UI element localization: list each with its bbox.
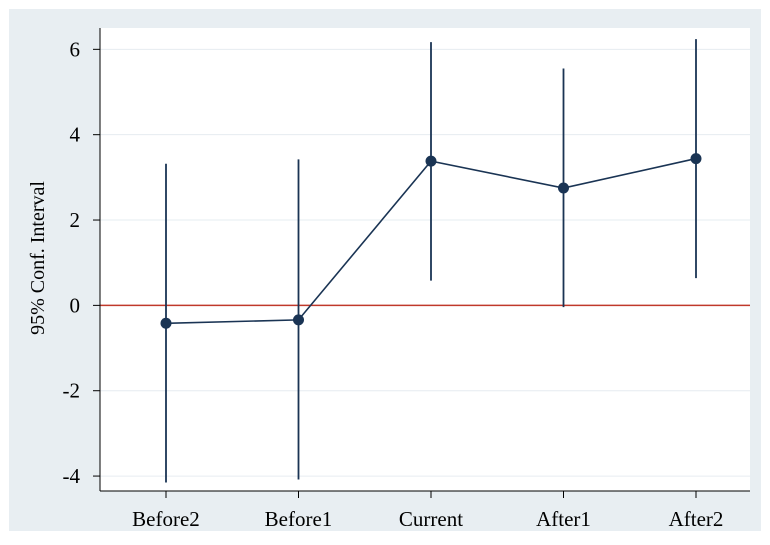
estimate-point: [426, 156, 437, 167]
estimate-point: [558, 183, 569, 194]
x-tick-label: After2: [669, 507, 724, 531]
y-tick-label: 0: [70, 293, 81, 317]
y-tick-label: -2: [63, 379, 81, 403]
plot-area: [100, 28, 750, 491]
x-tick-label: After1: [536, 507, 591, 531]
estimate-point: [293, 314, 304, 325]
x-tick-label: Current: [399, 507, 463, 531]
y-axis-title: 95% Conf. Interval: [27, 181, 49, 335]
y-tick-label: 4: [70, 123, 81, 147]
y-tick-label: 6: [70, 37, 81, 61]
x-tick-label: Before1: [265, 507, 333, 531]
y-tick-label: -4: [63, 464, 81, 488]
x-tick-label: Before2: [132, 507, 200, 531]
y-tick-label: 2: [70, 208, 81, 232]
estimate-point: [161, 318, 172, 329]
estimate-point: [691, 153, 702, 164]
